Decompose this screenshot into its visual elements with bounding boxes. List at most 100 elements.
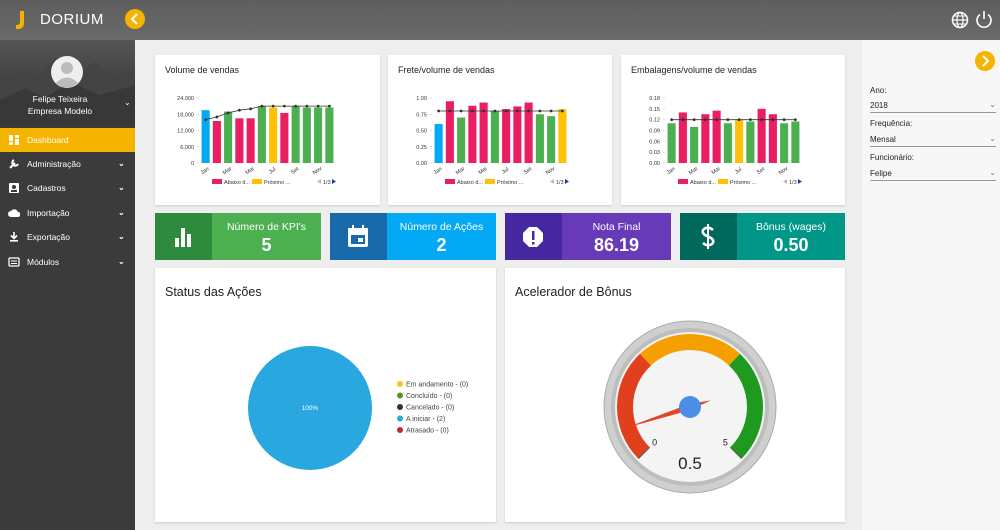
legend-label: Próximo ... <box>730 180 757 186</box>
filter-value: Felipe <box>870 169 892 178</box>
x-tick-label: Nov <box>312 166 324 177</box>
profile-menu-chevron[interactable]: ⌄ <box>124 98 131 107</box>
sidebar: Felipe Teixeira Empresa Modelo ⌄ Dashboa… <box>0 40 135 530</box>
bar-chart: 0.00 0.03 0.06 0.09 0.12 0.15 0.18 Jan Mar Mai Jul… <box>649 96 802 186</box>
legend-label: Cancelado - (0) <box>406 405 454 412</box>
profile-background <box>0 40 135 125</box>
pager-label: 1/3 <box>323 180 331 186</box>
legend-swatch <box>678 179 688 184</box>
company-name: Empresa Modelo <box>27 106 93 116</box>
filter-value: 2018 <box>870 101 888 110</box>
menu-chevron: ⌄ <box>118 159 125 168</box>
menu-item[interactable]: Módulos ⌄ <box>0 250 135 274</box>
menu-item[interactable]: Importação ⌄ <box>0 201 135 225</box>
language-button[interactable] <box>950 10 970 30</box>
x-tick-label: Mar <box>688 166 699 176</box>
x-tick-label: Set <box>523 166 534 176</box>
trend-point <box>538 109 542 113</box>
gauge-value: 0.5 <box>678 454 702 473</box>
menu-chevron: ⌄ <box>118 232 125 241</box>
trend-point <box>771 118 775 122</box>
bar <box>678 112 687 163</box>
kpi-value: 2 <box>436 235 447 255</box>
pager-next <box>332 179 336 184</box>
trend-point <box>760 118 764 122</box>
bar <box>513 106 522 163</box>
pie-chart: 100% Em andamento - (0) Concluído - (0) Can… <box>248 346 468 470</box>
gauge-band <box>729 353 763 459</box>
gauge-tick <box>638 446 651 459</box>
filter-label: Funcionário: <box>870 153 915 162</box>
chart-title: Status das Ações <box>165 285 262 299</box>
trend-point <box>793 118 797 122</box>
x-tick-label: Jul <box>734 167 743 176</box>
bar <box>291 106 300 163</box>
bar <box>246 118 255 163</box>
bar <box>723 123 732 163</box>
chart-card: Volume de vendas 0 6,000 12,000 18,000 24,00… <box>155 55 380 205</box>
bar <box>757 108 766 163</box>
panel-toggle[interactable] <box>974 50 996 72</box>
bar <box>314 107 323 163</box>
trend-point <box>470 109 474 113</box>
legend-swatch <box>397 427 403 433</box>
bar <box>547 116 556 163</box>
legend-swatch <box>397 415 403 422</box>
bar <box>235 118 244 163</box>
logout-button[interactable] <box>974 9 994 29</box>
filter-select[interactable]: Felipe ⌄ <box>870 168 996 181</box>
menu-item[interactable]: Cadastros ⌄ <box>0 176 135 200</box>
pager-label: 1/3 <box>789 180 797 186</box>
bar <box>468 105 477 163</box>
menu-item[interactable]: Administração ⌄ <box>0 152 135 176</box>
trend-point <box>504 109 508 113</box>
legend-label: A iniciar - (2) <box>406 416 445 423</box>
menu-item[interactable]: Exportação ⌄ <box>0 225 135 249</box>
menu-item[interactable]: Dashboard <box>0 128 135 152</box>
bar <box>434 124 443 163</box>
menu-label: Módulos <box>27 257 60 267</box>
trend-point <box>726 118 730 122</box>
kpi-icon <box>505 213 562 260</box>
kpi-tile: Número de Ações 2 <box>330 213 496 260</box>
menu-icon <box>9 135 19 145</box>
bar <box>224 111 233 163</box>
gauge-band <box>640 334 740 366</box>
x-tick-label: Nov <box>545 166 557 177</box>
menu-icon <box>10 232 18 242</box>
kpi-label: Número de Ações <box>399 221 484 233</box>
filter-label: Frequência: <box>870 119 913 128</box>
filter-select[interactable]: 2018 ⌄ <box>870 100 996 113</box>
trend-point <box>670 118 674 122</box>
menu-label: Exportação <box>27 232 70 242</box>
gauge-band <box>617 353 651 459</box>
legend-swatch <box>485 179 495 184</box>
filter-select[interactable]: Mensal ⌄ <box>870 134 996 147</box>
pager-next <box>798 179 802 184</box>
trend-point <box>703 118 707 122</box>
bar <box>701 114 710 163</box>
gauge-card: Acelerador de Bônus 0 5 0.5 <box>505 268 845 522</box>
y-tick-label: 0.12 <box>649 118 660 124</box>
y-tick-label: 0.00 <box>416 161 427 167</box>
x-tick-label: Jan <box>200 166 211 176</box>
menu-label: Dashboard <box>27 135 69 145</box>
bar <box>269 107 278 163</box>
x-tick-label: Jul <box>501 167 510 176</box>
menu-icon <box>9 159 19 169</box>
bar <box>791 121 800 163</box>
bar-chart: 0 6,000 12,000 18,000 24,000 Jan Mar Mai Jul Set N… <box>177 96 336 186</box>
legend-label: Atrasado - (0) <box>406 428 449 435</box>
bar <box>457 117 466 163</box>
trend-point <box>560 109 564 113</box>
trend-point <box>748 118 752 122</box>
pager-next <box>565 179 569 184</box>
bar <box>667 123 676 163</box>
brand: DORIUM <box>40 11 104 28</box>
gauge-hub <box>679 396 701 418</box>
bar <box>257 106 266 163</box>
x-tick-label: Mar <box>455 166 466 176</box>
chart-title: Embalagens/volume de vendas <box>631 65 757 75</box>
sidebar-toggle[interactable] <box>124 8 146 30</box>
